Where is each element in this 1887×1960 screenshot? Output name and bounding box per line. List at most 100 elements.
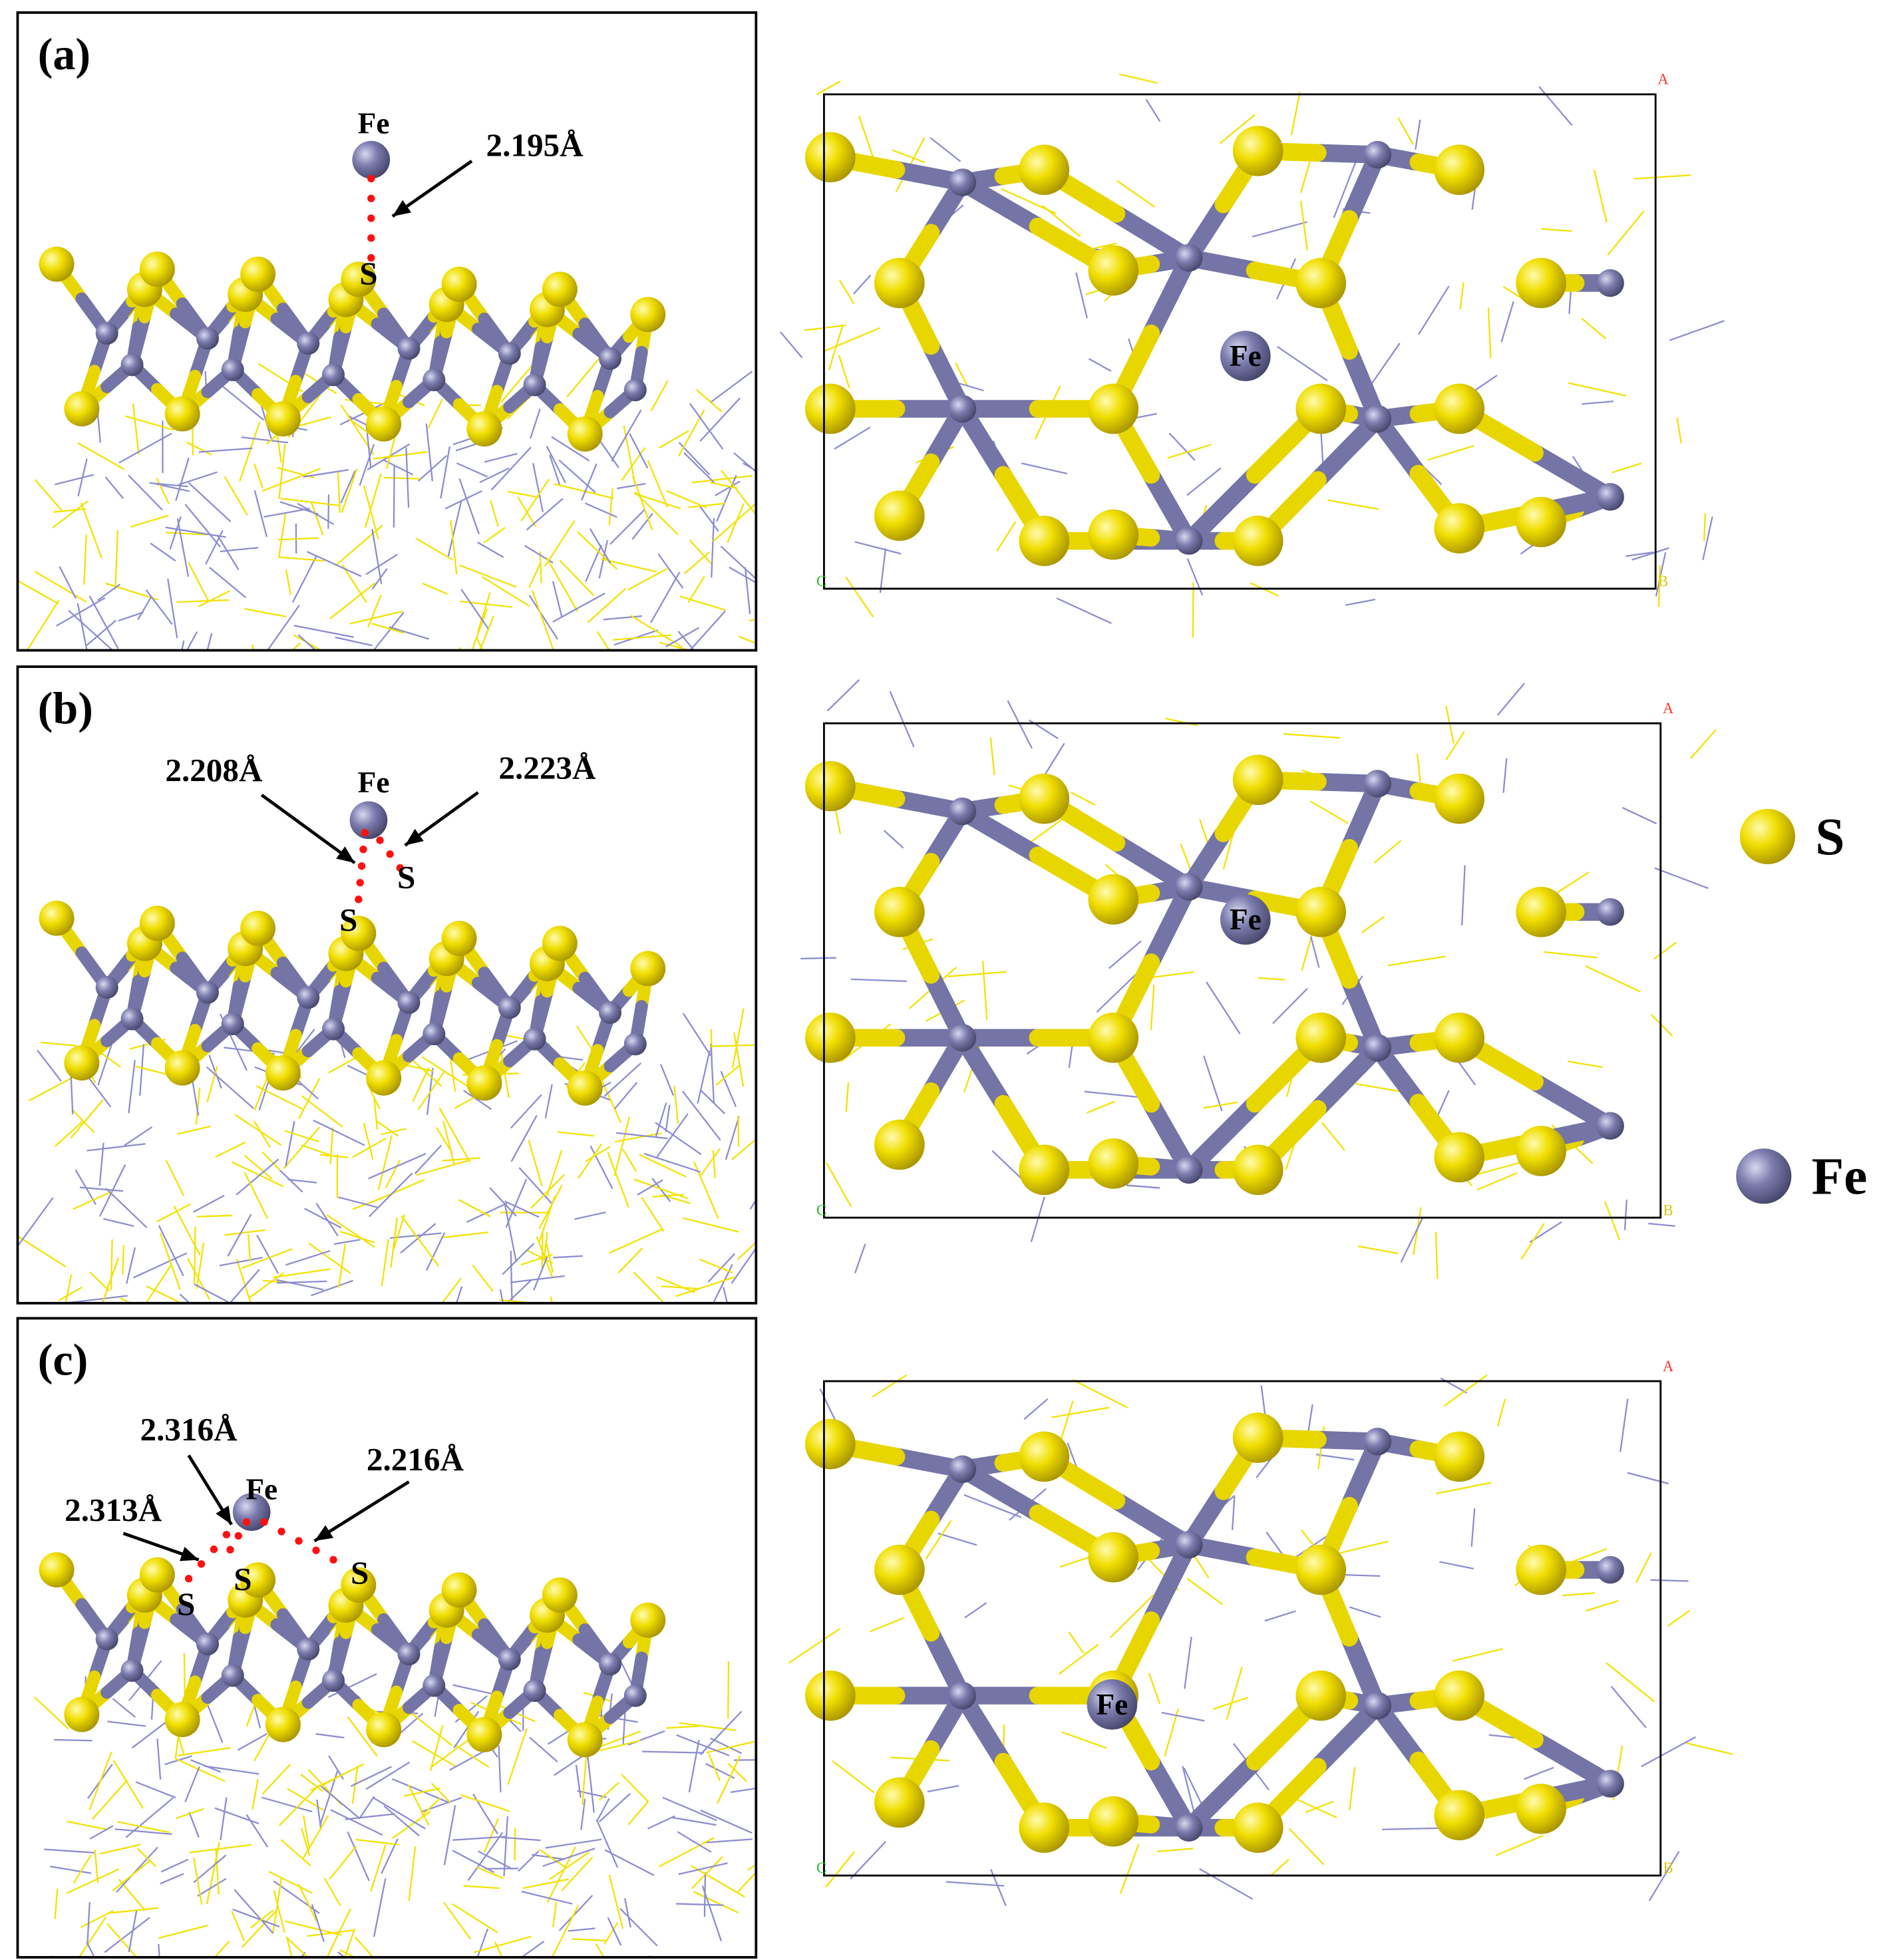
fe-atom (221, 358, 244, 381)
wireframe-bond (303, 1815, 310, 1848)
label: Fe (1230, 339, 1262, 373)
wireframe-bond (510, 1094, 542, 1129)
wireframe-bond (112, 1759, 144, 1809)
bond (1180, 466, 1264, 550)
wireframe-bond (544, 520, 576, 567)
wireframe-bond (528, 1140, 543, 1186)
wireframe-bond (691, 1865, 745, 1898)
s-atom (341, 1567, 377, 1603)
wireframe-bond (1523, 1766, 1554, 1780)
wireframe-bond (520, 1253, 554, 1266)
wireframe-bond (1435, 1231, 1439, 1279)
s-atom (341, 915, 377, 951)
label: Fe (1096, 1688, 1128, 1721)
wireframe-bond (633, 492, 681, 510)
s-atom (630, 1602, 666, 1638)
s-atom (39, 900, 75, 936)
wireframe-bond (26, 599, 60, 651)
wireframe-bond (529, 1736, 558, 1762)
wireframe-bond (506, 1280, 532, 1303)
wireframe-bond (349, 610, 403, 625)
fe-atom (1174, 244, 1203, 272)
bond-dot (386, 850, 394, 858)
s-atom (1434, 773, 1485, 824)
label: Fe (1812, 1147, 1868, 1206)
wireframe-bond (224, 1229, 265, 1236)
wireframe-bond (1283, 733, 1341, 739)
s-atom (441, 266, 477, 302)
wireframe-bond (927, 1784, 959, 1793)
wireframe-bond (483, 527, 506, 544)
wireframe-bond (1277, 346, 1328, 381)
s-atom (1295, 1544, 1347, 1595)
wireframe-bond (609, 1227, 664, 1254)
wireframe-bond (273, 1880, 320, 1914)
wireframe-bond (1400, 1217, 1424, 1263)
wireframe-bond (339, 1230, 375, 1243)
s-atom (1434, 1790, 1485, 1841)
s-atom (1434, 1013, 1485, 1063)
wireframe-bond (224, 476, 248, 516)
label: A (1657, 71, 1669, 88)
wireframe-bond (440, 446, 450, 499)
wireframe-bond (104, 476, 124, 499)
fe-atom (221, 1664, 244, 1687)
wireframe-bond (44, 1848, 96, 1854)
bond-dot (356, 879, 364, 887)
s-atom (1232, 126, 1284, 176)
wireframe-bond (679, 1722, 737, 1731)
wireframe-bond (1568, 382, 1626, 397)
wireframe-bond (659, 641, 693, 651)
s-atom (1434, 1431, 1485, 1482)
wireframe-bond (665, 1104, 671, 1132)
s-atom (1295, 383, 1347, 434)
wireframe-bond (947, 971, 1007, 977)
s-atom (542, 1577, 578, 1613)
wireframe-bond (655, 1102, 667, 1138)
label: C (816, 1860, 826, 1876)
bond-dot (242, 1518, 251, 1526)
wireframe-bond (1269, 1858, 1289, 1878)
wireframe-bond (1116, 180, 1156, 208)
wireframe-bond (656, 1113, 689, 1158)
wireframe-bond (1339, 1573, 1381, 1577)
wireframe-bond (218, 383, 265, 421)
wireframe-bond (577, 1790, 607, 1798)
fe-atom (498, 342, 521, 365)
wireframe-bond (622, 1148, 637, 1172)
wireframe-bond (28, 1074, 77, 1102)
wireframe-bond (1703, 513, 1707, 542)
wireframe-bond (244, 607, 286, 618)
wireframe-bond (551, 436, 590, 462)
wireframe-bond (550, 1296, 554, 1303)
wireframe-bond (460, 1794, 510, 1812)
wireframe-bond (689, 540, 713, 566)
wireframe-bond (329, 1127, 334, 1164)
wireframe-bond (1165, 717, 1198, 727)
wireframe-bond (278, 514, 287, 558)
wireframe-bond (1071, 791, 1096, 806)
bond-dot (226, 1546, 234, 1554)
wireframe-bond (156, 1738, 162, 1780)
wireframe-bond (297, 634, 317, 651)
wireframe-bond (520, 478, 550, 522)
s-atom (1295, 1013, 1347, 1063)
wireframe-bond (1088, 358, 1112, 372)
wireframe-bond (176, 599, 230, 603)
wireframe-bond (137, 595, 152, 620)
wireframe-bond (1585, 1599, 1619, 1612)
wireframe-bond (78, 1916, 107, 1957)
wireframe-bond (430, 1782, 451, 1804)
wireframe-bond (731, 1246, 757, 1284)
wireframe-bond (712, 1150, 716, 1178)
wireframe-bond (677, 1831, 712, 1853)
wireframe-bond (1333, 161, 1357, 218)
s-atom (466, 1065, 502, 1101)
wireframe-bond (503, 1816, 508, 1877)
label: A (1663, 700, 1674, 717)
wireframe-bond (1487, 307, 1492, 359)
wireframe-bond (1148, 971, 1194, 979)
wireframe-bond (1397, 117, 1414, 145)
s-atom (1739, 808, 1796, 864)
